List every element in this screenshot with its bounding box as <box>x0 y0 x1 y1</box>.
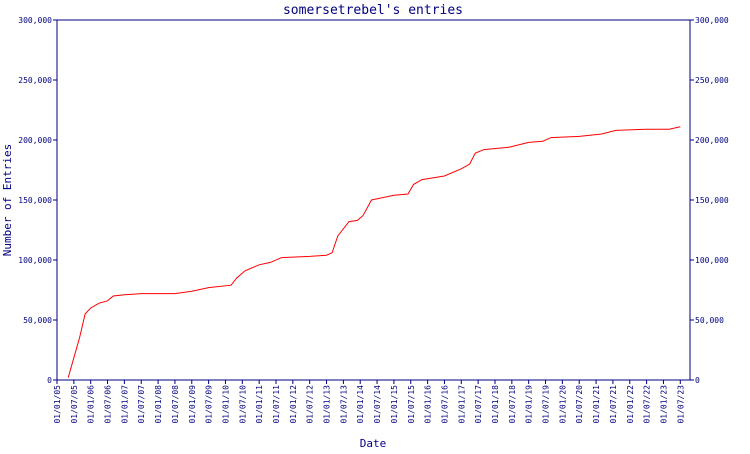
x-tick-label: 01/01/21 <box>592 385 601 424</box>
y-tick-label: 150,000 <box>18 196 52 205</box>
x-tick-label: 01/01/14 <box>356 385 365 424</box>
x-tick-label: 01/07/12 <box>306 385 315 424</box>
y2-tick-label: 250,000 <box>695 76 729 85</box>
x-tick-label: 01/07/07 <box>137 385 146 424</box>
x-tick-label: 01/01/19 <box>525 385 534 424</box>
y-tick-label: 200,000 <box>18 136 52 145</box>
x-tick-label: 01/01/12 <box>289 385 298 424</box>
x-tick-label: 01/01/16 <box>424 385 433 424</box>
x-tick-label: 01/01/07 <box>120 385 129 424</box>
x-tick-label: 01/01/17 <box>457 385 466 424</box>
y2-tick-label: 0 <box>695 376 700 385</box>
x-tick-label: 01/07/16 <box>440 385 449 424</box>
x-tick-label: 01/07/14 <box>373 385 382 424</box>
x-tick-label: 01/01/08 <box>154 385 163 424</box>
x-tick-label: 01/01/15 <box>390 385 399 424</box>
x-tick-label: 01/01/18 <box>491 385 500 424</box>
x-tick-label: 01/07/19 <box>542 385 551 424</box>
x-tick-label: 01/07/18 <box>508 385 517 424</box>
x-tick-label: 01/01/20 <box>558 385 567 424</box>
x-tick-label: 01/07/20 <box>575 385 584 424</box>
y-tick-label: 50,000 <box>23 316 52 325</box>
x-tick-label: 01/01/13 <box>323 385 332 424</box>
x-tick-label: 01/07/22 <box>643 385 652 424</box>
x-tick-label: 01/07/09 <box>205 385 214 424</box>
y-tick-label: 300,000 <box>18 16 52 25</box>
x-tick-label: 01/01/10 <box>221 385 230 424</box>
y-axis-label: Number of Entries <box>1 144 14 257</box>
x-tick-label: 01/01/09 <box>188 385 197 424</box>
y2-tick-label: 300,000 <box>695 16 729 25</box>
y-tick-label: 250,000 <box>18 76 52 85</box>
x-tick-label: 01/07/13 <box>339 385 348 424</box>
x-axis-label: Date <box>360 437 387 450</box>
x-tick-label: 01/07/21 <box>609 385 618 424</box>
data-line <box>67 126 681 378</box>
x-tick-label: 01/07/10 <box>238 385 247 424</box>
x-tick-label: 01/01/23 <box>659 385 668 424</box>
x-tick-label: 01/01/05 <box>53 385 62 424</box>
x-tick-label: 01/07/08 <box>171 385 180 424</box>
x-tick-label: 01/07/05 <box>70 385 79 424</box>
x-tick-label: 01/07/11 <box>272 385 281 424</box>
x-tick-label: 01/01/22 <box>626 385 635 424</box>
x-tick-label: 01/07/17 <box>474 385 483 424</box>
y-tick-label: 0 <box>47 376 52 385</box>
y2-tick-label: 150,000 <box>695 196 729 205</box>
chart-title: somersetrebel's entries <box>283 3 463 18</box>
y2-tick-label: 200,000 <box>695 136 729 145</box>
x-tick-label: 01/01/06 <box>87 385 96 424</box>
x-tick-label: 01/07/06 <box>104 385 113 424</box>
y2-tick-label: 50,000 <box>695 316 724 325</box>
y2-tick-label: 100,000 <box>695 256 729 265</box>
x-tick-label: 01/07/23 <box>676 385 685 424</box>
x-tick-label: 01/07/15 <box>407 385 416 424</box>
x-tick-label: 01/01/11 <box>255 385 264 424</box>
y-tick-label: 100,000 <box>18 256 52 265</box>
